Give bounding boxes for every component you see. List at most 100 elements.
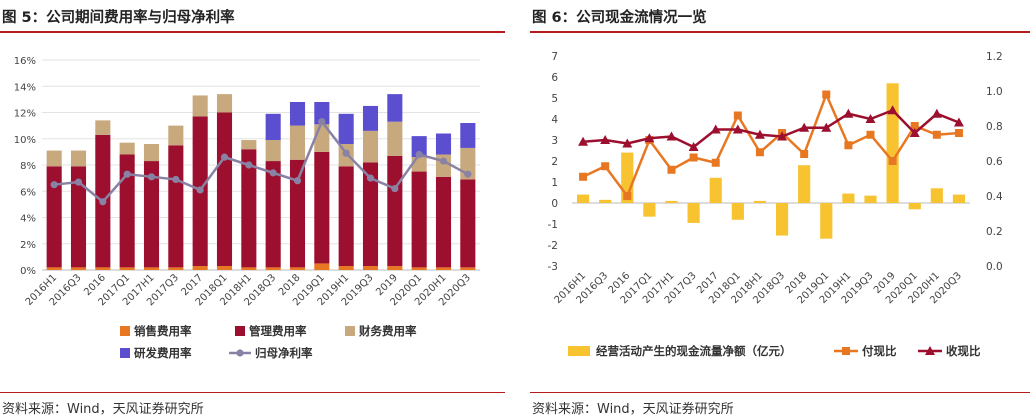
net-margin-point xyxy=(318,118,326,126)
legend-label-rd: 研发费用率 xyxy=(134,346,192,360)
bar-sales xyxy=(46,267,62,270)
bar-rd xyxy=(387,94,403,122)
bar-rd xyxy=(338,113,354,144)
point-coll_ratio xyxy=(821,122,832,132)
legend-swatch-mgmt xyxy=(235,326,245,336)
point-pay_ratio xyxy=(888,157,897,165)
bar-sales xyxy=(265,267,281,270)
bar-mgmt xyxy=(460,179,476,268)
left-title-rule xyxy=(0,31,505,33)
right-figure-title: 图 6：公司现金流情况一览 xyxy=(532,10,707,26)
bar-fin xyxy=(362,130,379,163)
net-margin-point xyxy=(50,181,58,189)
y-left-tick-label: 3 xyxy=(551,135,558,147)
bar-mgmt xyxy=(119,154,135,268)
y-left-tick-label: -1 xyxy=(548,219,558,231)
bar-net-cash-flow xyxy=(930,188,943,203)
point-coll_ratio xyxy=(909,128,920,137)
y-right-tick-label: 1.0 xyxy=(986,86,1003,98)
y-left-tick-label: -3 xyxy=(548,261,558,273)
bar-sales xyxy=(435,267,452,270)
net-margin-point xyxy=(74,178,83,186)
right-source: 资料来源：Wind，天风证券研究所 xyxy=(532,402,734,417)
legend-label-sales: 销售费用率 xyxy=(134,324,192,338)
point-coll_ratio xyxy=(799,122,810,132)
legend-marker-pay_ratio xyxy=(842,347,850,355)
net-margin-point xyxy=(415,150,423,159)
legend-label-coll_ratio: 收现比 xyxy=(946,344,981,358)
point-coll_ratio xyxy=(688,142,699,151)
point-coll_ratio xyxy=(777,131,788,141)
bar-fin xyxy=(70,150,87,167)
y-right-tick-label: 0.6 xyxy=(986,156,1003,168)
y-tick-label: 0% xyxy=(20,266,36,277)
bar-mgmt xyxy=(435,176,452,268)
net-margin-point xyxy=(196,186,204,194)
point-pay_ratio xyxy=(579,172,588,181)
bar-fin xyxy=(46,150,62,167)
net-margin-point xyxy=(123,170,131,178)
net-margin-point xyxy=(220,153,229,161)
bar-sales xyxy=(314,263,330,270)
y-tick-label: 10% xyxy=(14,135,36,146)
net-margin-point xyxy=(293,177,302,185)
y-right-tick-label: 0.8 xyxy=(986,121,1003,133)
y-left-tick-label: 5 xyxy=(551,93,558,105)
bar-net-cash-flow xyxy=(599,199,612,203)
y-right-tick-label: 1.2 xyxy=(986,51,1003,63)
legend-swatch-sales xyxy=(120,326,130,336)
left-figure-panel: 图 5：公司期间费用率与归母净利率 0% 2% 4% 6% 8% 10% 12% 14% 16%… xyxy=(0,0,505,419)
legend-label-pay_ratio: 付现比 xyxy=(862,344,897,358)
point-pay_ratio xyxy=(755,148,764,157)
bar-sales xyxy=(168,267,184,270)
net-margin-line xyxy=(54,119,469,204)
right-figure-panel: 图 6：公司现金流情况一览 -3 -2 -1 0 1 2 3 4 5 6 7 0.0 0.2 0.4 0.6… xyxy=(530,0,1030,419)
bar-sales xyxy=(241,267,257,270)
bar-rd xyxy=(435,133,452,155)
net-margin-point xyxy=(464,170,472,178)
y-left-tick-label: 0 xyxy=(551,198,558,210)
bar-mgmt xyxy=(168,145,184,268)
y-left-tick-label: -2 xyxy=(548,240,558,252)
bar-sales xyxy=(460,267,476,270)
point-coll_ratio xyxy=(666,131,677,141)
bar-net-cash-flow xyxy=(709,177,722,203)
bar-rd xyxy=(314,102,330,125)
bar-sales xyxy=(289,267,306,270)
bar-fin xyxy=(168,125,184,146)
point-pay_ratio xyxy=(844,141,853,150)
net-margin-point xyxy=(439,157,448,165)
legend-swatch-fin xyxy=(345,326,355,336)
bar-mgmt xyxy=(289,159,306,268)
bar-mgmt xyxy=(241,149,257,268)
bar-sales xyxy=(216,266,233,270)
point-coll_ratio xyxy=(578,136,589,146)
y-tick-label: 4% xyxy=(20,214,36,225)
point-pay_ratio xyxy=(954,129,963,137)
bar-mgmt xyxy=(265,161,281,268)
left-chart: 0%2%4%6%8%10%12%14%16%2016H12016Q3201620… xyxy=(14,56,480,360)
bar-mgmt xyxy=(70,166,87,268)
bar-net-cash-flow xyxy=(842,193,855,203)
bar-sales xyxy=(411,267,427,270)
bar-fin xyxy=(241,140,257,150)
right-chart: -3-2-1012345670.00.20.40.60.81.01.22016H… xyxy=(548,51,1004,358)
legend-label-fin: 财务费用率 xyxy=(358,324,417,338)
y-left-tick-label: 4 xyxy=(551,114,558,126)
bar-net-cash-flow xyxy=(908,203,921,210)
legend-label-net_cf: 经营活动产生的现金流量净额（亿元） xyxy=(596,344,792,358)
point-pay_ratio xyxy=(733,111,742,120)
bar-net-cash-flow xyxy=(665,200,678,203)
bar-sales xyxy=(362,266,379,270)
bar-mgmt xyxy=(143,161,160,268)
bar-net-cash-flow xyxy=(886,83,899,203)
net-margin-point xyxy=(391,185,399,193)
point-coll_ratio xyxy=(953,117,964,127)
bar-mgmt xyxy=(338,166,354,267)
bar-net-cash-flow xyxy=(864,195,877,203)
bar-net-cash-flow xyxy=(576,194,590,203)
y-tick-label: 16% xyxy=(14,56,36,67)
bar-net-cash-flow xyxy=(643,203,656,217)
legend-label-np_line: 归母净利率 xyxy=(255,346,313,360)
bar-rd xyxy=(362,105,379,131)
